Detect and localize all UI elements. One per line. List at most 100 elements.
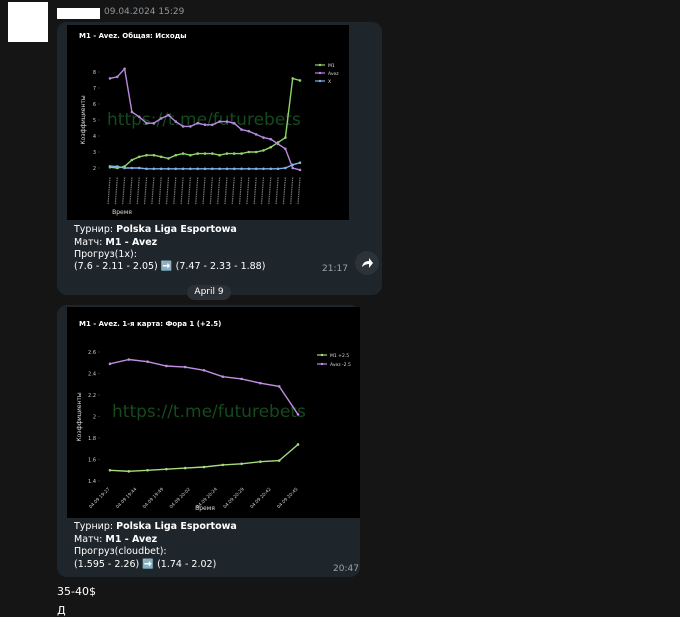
x-tick-label-illegible bbox=[173, 177, 177, 205]
series-point bbox=[152, 167, 156, 171]
x-tick-label-illegible bbox=[238, 177, 243, 205]
chart-image[interactable]: M1 - Avez. 1-я карта: Фора 1 (+2.5) https… bbox=[67, 307, 360, 518]
message-time: 20:47 bbox=[333, 564, 359, 574]
series-point bbox=[262, 149, 265, 152]
x-tick-label-illegible bbox=[129, 177, 133, 205]
series-point bbox=[240, 377, 243, 381]
series-point bbox=[259, 460, 262, 463]
series-point bbox=[196, 121, 199, 125]
x-tick-label: 04.09 19:49 bbox=[142, 486, 166, 510]
series-point bbox=[291, 163, 294, 167]
message-line: Турнир: Polska Liga Esportowa bbox=[74, 521, 237, 532]
series-point bbox=[174, 167, 178, 171]
watermark: https://t.me/futurebets bbox=[107, 110, 301, 130]
message-line: Матч: M1 - Avez bbox=[74, 237, 157, 248]
y-tick-label: 2.6 bbox=[88, 350, 96, 356]
x-tick-label-illegible bbox=[246, 177, 250, 205]
series-point bbox=[284, 136, 287, 139]
series-point bbox=[259, 381, 262, 385]
x-tick-label-illegible bbox=[290, 177, 294, 205]
line-label: Турнир: bbox=[74, 224, 114, 235]
series-point bbox=[167, 157, 170, 160]
legend-swatch-dot bbox=[318, 63, 322, 67]
post-date: 09.04.2024 15:29 bbox=[104, 7, 185, 17]
y-tick-label: 8 bbox=[93, 70, 96, 76]
series-point bbox=[254, 150, 258, 154]
legend-label: M1 bbox=[328, 63, 335, 69]
series-point bbox=[108, 468, 112, 472]
x-tick-label-illegible bbox=[224, 177, 228, 205]
series-point bbox=[221, 463, 225, 467]
y-tick-label: 4 bbox=[93, 134, 96, 140]
y-tick-label: 5 bbox=[93, 118, 96, 124]
legend-label: Avez bbox=[328, 71, 339, 77]
series-point bbox=[240, 152, 243, 155]
series-point bbox=[181, 125, 185, 128]
watermark: https://t.me/futurebets bbox=[112, 402, 306, 422]
message-line: Прогруз(cloudbet): bbox=[74, 546, 167, 557]
line-value: Polska Liga Esportowa bbox=[116, 521, 237, 532]
chart-title: M1 - Avez. 1-я карта: Фора 1 (+2.5) bbox=[79, 320, 221, 328]
series-point bbox=[137, 115, 141, 119]
x-tick-label: 04.09 19:27 bbox=[88, 486, 112, 510]
message-time: 21:17 bbox=[322, 264, 348, 274]
series-point bbox=[137, 166, 141, 170]
series-point bbox=[254, 167, 258, 171]
series-point bbox=[145, 121, 148, 125]
series-point bbox=[298, 161, 302, 165]
series-point bbox=[181, 152, 185, 155]
series-point bbox=[181, 167, 185, 171]
series-point bbox=[269, 145, 273, 149]
series-point bbox=[211, 152, 214, 155]
series-point bbox=[130, 158, 134, 162]
series-point bbox=[203, 123, 207, 127]
series-point bbox=[167, 167, 170, 171]
series-point bbox=[284, 147, 287, 151]
message-text: Д bbox=[57, 604, 66, 617]
x-tick-label-illegible bbox=[136, 177, 140, 205]
series-point bbox=[296, 443, 300, 446]
series-point bbox=[298, 79, 302, 82]
series-point bbox=[232, 167, 236, 171]
author-name-redacted bbox=[57, 8, 100, 19]
series-point bbox=[225, 167, 229, 171]
legend-label: X bbox=[328, 79, 331, 85]
series-point bbox=[189, 153, 192, 157]
x-tick-label-illegible bbox=[253, 177, 257, 205]
share-icon bbox=[362, 258, 373, 268]
y-tick-label: 2.4 bbox=[88, 372, 96, 378]
x-tick-label-illegible bbox=[268, 177, 272, 205]
series-point bbox=[225, 120, 229, 123]
series-point bbox=[262, 167, 265, 171]
share-button[interactable] bbox=[355, 251, 379, 275]
series-point bbox=[291, 77, 294, 80]
series-point bbox=[203, 152, 207, 155]
line-value: Polska Liga Esportowa bbox=[116, 224, 237, 235]
legend-label: Avez -2.5 bbox=[330, 362, 351, 368]
series-point bbox=[174, 153, 178, 157]
series-point bbox=[291, 166, 294, 170]
series-point bbox=[296, 413, 300, 416]
series-point bbox=[247, 150, 251, 154]
series-point bbox=[196, 167, 199, 171]
line-label: (1.595 - 2.26) ➡️ (1.74 - 2.02) bbox=[74, 559, 217, 570]
x-tick-label-illegible bbox=[187, 177, 191, 205]
y-tick-label: 7 bbox=[93, 86, 96, 92]
x-tick-label: 04.09 20:42 bbox=[249, 486, 273, 510]
message-text: 35-40$ bbox=[57, 585, 96, 598]
chart-image[interactable]: M1 - Avez. Общая: Исходы https://t.me/fut… bbox=[67, 25, 349, 220]
series-point bbox=[196, 152, 199, 155]
series-point bbox=[159, 167, 163, 171]
x-tick-label-illegible bbox=[275, 177, 279, 205]
series-point bbox=[127, 358, 131, 361]
series-point bbox=[189, 167, 192, 171]
message-line: (1.595 - 2.26) ➡️ (1.74 - 2.02) bbox=[74, 559, 216, 570]
avatar[interactable] bbox=[8, 2, 48, 42]
series-point bbox=[130, 110, 134, 114]
series-point bbox=[269, 137, 273, 141]
y-tick-label: 2 bbox=[93, 415, 96, 421]
x-tick-label: 04.09 20:29 bbox=[222, 486, 246, 510]
line-label: Матч: bbox=[74, 237, 103, 248]
x-tick-label: 04.09 20:45 bbox=[276, 486, 300, 510]
